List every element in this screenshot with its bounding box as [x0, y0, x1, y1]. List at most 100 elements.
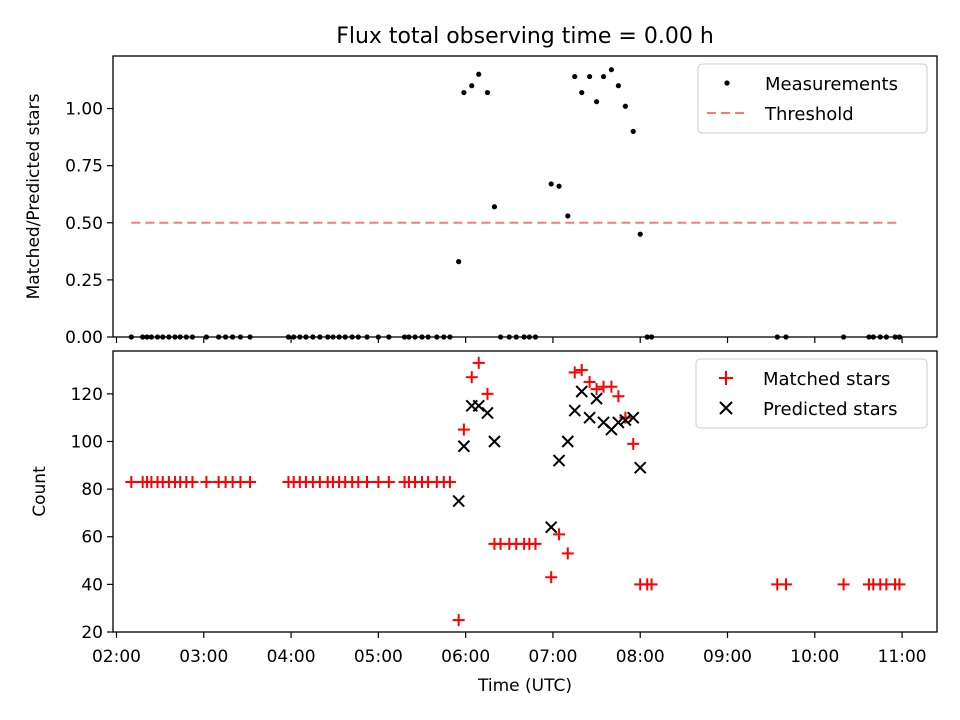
measurement-point: [630, 128, 636, 134]
matched-point: [361, 475, 374, 488]
legend-measurements-marker: [724, 80, 730, 86]
matched-point: [186, 475, 199, 488]
matched-point: [244, 475, 257, 488]
matched-point: [372, 475, 385, 488]
predicted-point: [627, 411, 640, 424]
matched-point: [568, 366, 581, 379]
measurement-point: [637, 231, 643, 237]
chart-title: Flux total observing time = 0.00 h: [336, 24, 714, 49]
bottom-y-ticks: 20 40 60 80 100 120: [71, 385, 113, 643]
predicted-point: [568, 404, 581, 417]
legend-predicted-label: Predicted stars: [763, 399, 897, 420]
matched-point: [382, 475, 395, 488]
predicted-point: [561, 435, 574, 448]
top-legend: Measurements Threshold: [697, 63, 928, 134]
legend-measurements-label: Measurements: [765, 74, 898, 95]
matched-point: [605, 380, 618, 393]
top-y-tick-label: 0.50: [65, 214, 103, 234]
x-tick-label: 08:00: [616, 647, 665, 667]
x-tick-label: 04:00: [267, 647, 316, 667]
legend-matched-marker: [719, 371, 733, 385]
top-panel: 0.00 0.25 0.50 0.75 1.00 Matched/Predicted s…: [24, 55, 938, 348]
predicted-point: [552, 454, 566, 467]
matched-point: [465, 371, 478, 384]
matched-point: [619, 411, 632, 424]
bottom-y-tick-label: 40: [81, 575, 103, 595]
x-tick-label: 06:00: [441, 647, 490, 667]
predicted-point: [583, 411, 596, 424]
measurement-point: [586, 73, 593, 80]
bottom-axes-frame: [112, 350, 938, 633]
predicted-point: [590, 392, 603, 405]
top-y-tick-label: 0.25: [65, 271, 103, 291]
measurement-point: [484, 89, 491, 96]
top-y-ticks: 0.00 0.25 0.50 0.75 1.00: [65, 100, 113, 348]
top-y-tick-label: 0.00: [65, 328, 103, 348]
predicted-points: [452, 385, 647, 534]
legend-threshold-label: Threshold: [764, 104, 854, 125]
measurement-point: [593, 99, 600, 105]
predicted-point: [634, 461, 647, 474]
matched-point: [837, 578, 850, 591]
predicted-point: [488, 435, 501, 448]
matched-point: [457, 423, 470, 436]
measurement-point: [456, 259, 462, 265]
top-y-axis-label: Matched/Predicted stars: [24, 93, 44, 299]
matched-point: [893, 578, 906, 591]
x-tick-label: 11:00: [878, 647, 927, 667]
predicted-point: [472, 399, 485, 412]
matched-point: [545, 571, 558, 584]
matched-point: [583, 375, 596, 388]
top-legend-box: [697, 63, 928, 134]
bottom-y-tick-label: 20: [81, 623, 103, 643]
measurement-point: [491, 204, 498, 210]
top-y-tick-label: 1.00: [65, 100, 103, 120]
top-x-ticks: [115, 337, 903, 343]
x-tick-label: 09:00: [703, 647, 752, 667]
measurement-point: [548, 181, 554, 187]
matched-point: [481, 387, 494, 400]
measurement-point: [622, 103, 628, 109]
predicted-point: [619, 413, 632, 427]
x-tick-label: 02:00: [92, 647, 141, 667]
top-axes-frame: [112, 55, 938, 338]
matched-point: [472, 356, 485, 369]
matched-point: [200, 475, 213, 488]
matched-point: [125, 475, 138, 488]
top-y-tick-label: 0.75: [65, 157, 103, 177]
bottom-y-tick-label: 120: [71, 385, 103, 405]
matched-point: [590, 383, 603, 396]
matched-point: [779, 578, 792, 591]
matched-point: [612, 390, 625, 403]
measurement-point: [615, 83, 621, 89]
measurement-point: [572, 73, 578, 80]
legend-predicted-marker: [719, 401, 733, 415]
bottom-y-tick-label: 80: [81, 480, 103, 500]
bottom-y-axis-label: Count: [30, 466, 50, 517]
x-tick-label: 03:00: [179, 647, 228, 667]
x-tick-label: 10:00: [790, 647, 839, 667]
measurement-point: [469, 83, 475, 89]
predicted-point: [481, 406, 494, 420]
predicted-point: [612, 416, 625, 429]
legend-matched-label: Matched stars: [763, 369, 890, 390]
bottom-y-tick-label: 100: [71, 432, 103, 452]
matched-points: [125, 356, 906, 627]
bottom-panel: 20 40 60 80 100 120 02:00 03:00 04:00 05:00 06:00…: [30, 350, 938, 696]
matched-point: [553, 528, 566, 541]
predicted-point: [457, 440, 471, 453]
measurement-point: [600, 73, 607, 80]
predicted-point: [452, 494, 465, 508]
predicted-point: [575, 385, 588, 398]
matched-point: [627, 437, 640, 450]
x-axis-label: Time (UTC): [477, 676, 572, 696]
measurement-point: [565, 213, 571, 219]
measurement-point: [476, 71, 482, 77]
measurement-point: [556, 183, 562, 189]
measurement-point: [579, 89, 585, 96]
x-tick-label: 07:00: [528, 647, 577, 667]
bottom-legend: Matched stars Predicted stars: [695, 358, 928, 429]
matched-point: [443, 475, 456, 488]
measurement-point: [461, 89, 467, 96]
